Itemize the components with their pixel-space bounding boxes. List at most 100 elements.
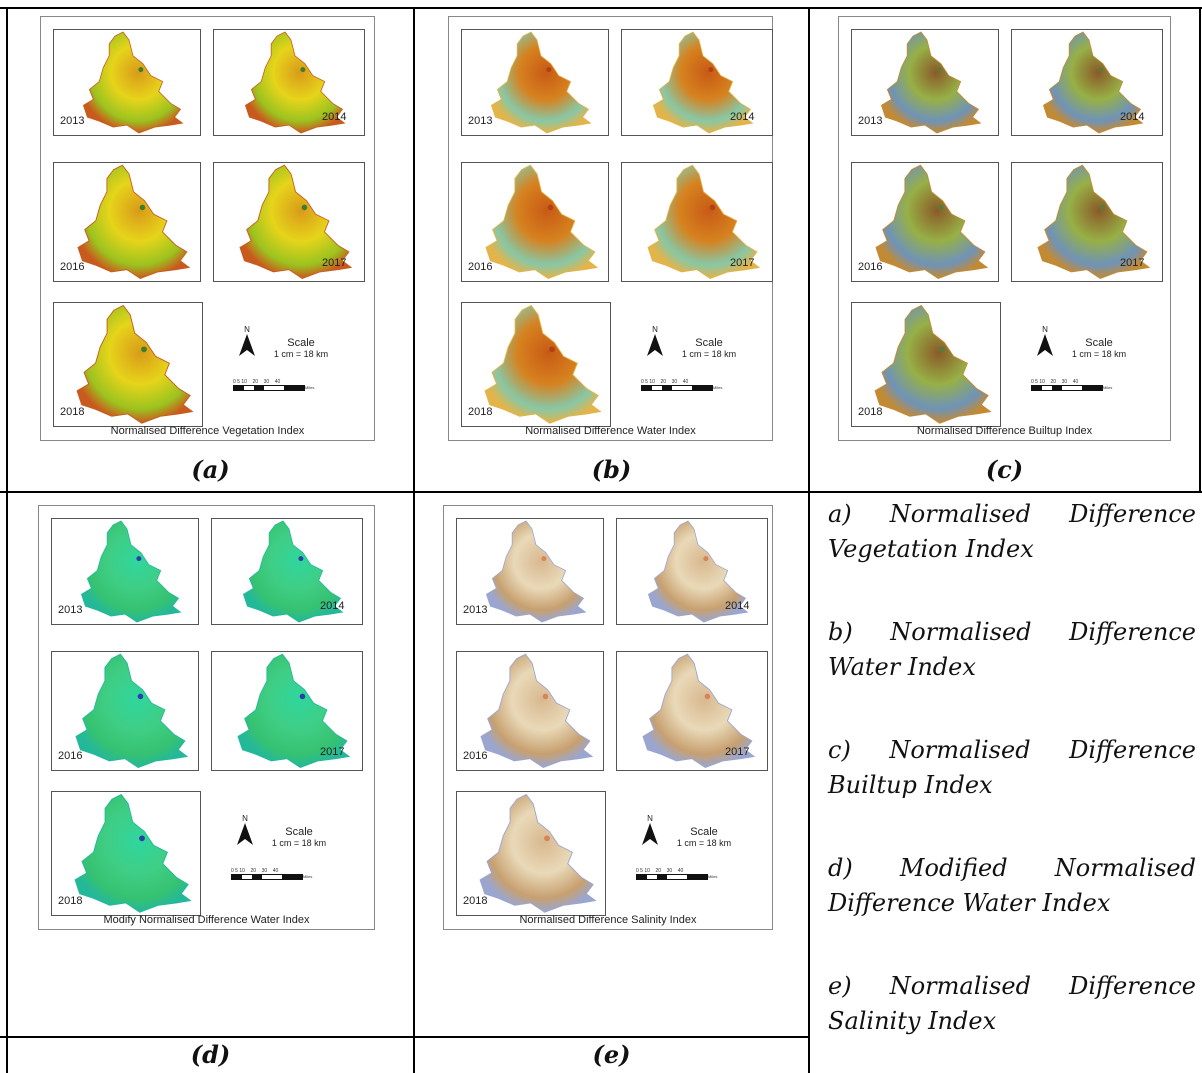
water-body-spot — [703, 556, 709, 562]
map-b-2014: 2014 — [621, 29, 773, 136]
map-a-2013: 2013 — [53, 29, 201, 136]
year-label: 2013 — [58, 604, 83, 616]
district-map-shape — [1037, 164, 1151, 280]
water-body-spot — [936, 67, 942, 73]
north-arrow-icon: N — [642, 814, 658, 847]
table-top-border — [0, 7, 1202, 9]
panel-title: Normalised Difference Salinity Index — [519, 914, 697, 926]
scale-unit: Miles — [305, 385, 315, 390]
scale-label: Scale — [690, 826, 718, 838]
panel-title: Normalised Difference Water Index — [525, 425, 696, 437]
panel-title: Normalised Difference Vegetation Index — [110, 425, 305, 437]
panel-title: Modify Normalised Difference Water Index — [103, 914, 310, 926]
district-map-shape — [242, 520, 344, 623]
year-label: 2014 — [730, 111, 755, 123]
year-label: 2017 — [1120, 257, 1145, 269]
scale-block: Scale 1 cm = 18 km — [261, 337, 341, 359]
north-arrow-icon: N — [1037, 325, 1053, 358]
year-label: 2017 — [730, 257, 755, 269]
water-body-spot — [547, 204, 554, 211]
north-label: N — [242, 814, 248, 823]
scale-ratio: 1 cm = 18 km — [681, 349, 737, 359]
map-b-2013: 2013 — [461, 29, 609, 136]
map-e-2013: 2013 — [456, 518, 604, 625]
district-map-shape — [652, 31, 754, 134]
map-d-2014: 2014 — [211, 518, 363, 625]
map-c-2017: 2017 — [1011, 162, 1163, 282]
scale-label: Scale — [285, 826, 313, 838]
district-map-shape — [485, 164, 599, 280]
caption-b: (b) — [591, 455, 632, 484]
year-label: 2017 — [725, 746, 750, 758]
scale-ratio: 1 cm = 18 km — [271, 838, 327, 848]
water-body-spot — [704, 693, 711, 700]
water-body-spot — [708, 67, 714, 73]
water-body-spot — [138, 67, 144, 73]
year-label: 2016 — [468, 261, 493, 273]
year-label: 2018 — [463, 895, 488, 907]
north-label: N — [244, 325, 250, 334]
water-body-spot — [139, 835, 145, 842]
scale-ticks: 0 5 10 20 30 40 — [641, 379, 689, 385]
panel-ndvi: 2013 2014 2016 2017 2018 N Scale 1 cm = 18 km 0 … — [40, 16, 375, 441]
year-label: 2017 — [322, 257, 347, 269]
scale-label: Scale — [695, 337, 723, 349]
district-map-shape — [642, 653, 756, 769]
map-d-2016: 2016 — [51, 651, 199, 771]
water-body-spot — [549, 346, 555, 353]
panel-title: Normalised Difference Builtup Index — [916, 425, 1093, 437]
map-d-2018: 2018 — [51, 791, 201, 916]
map-b-2018: 2018 — [461, 302, 611, 427]
map-a-2016: 2016 — [53, 162, 201, 282]
north-label: N — [1042, 325, 1048, 334]
table-row-border — [0, 491, 1202, 493]
year-label: 2013 — [468, 115, 493, 127]
map-c-2018: 2018 — [851, 302, 1001, 427]
district-map-shape — [237, 653, 351, 769]
water-body-spot — [300, 67, 306, 73]
year-label: 2018 — [468, 406, 493, 418]
year-label: 2018 — [58, 895, 83, 907]
legend-item-b: b) Normalised Difference Water Index — [828, 618, 1196, 681]
district-map-shape — [76, 304, 194, 424]
scale-block: Scale 1 cm = 18 km — [1059, 337, 1139, 359]
water-body-spot — [541, 556, 547, 562]
north-label: N — [652, 325, 658, 334]
scale-label: Scale — [1085, 337, 1113, 349]
scale-block: Scale 1 cm = 18 km — [669, 337, 749, 359]
panel-mndwi: 2013 2014 2016 2017 2018 N Scale 1 cm = 18 km 0 … — [38, 505, 375, 930]
water-body-spot — [1099, 204, 1106, 211]
district-map-shape — [490, 31, 592, 134]
district-map-shape — [75, 653, 189, 769]
water-body-spot — [136, 556, 142, 562]
map-e-2016: 2016 — [456, 651, 604, 771]
legend-item-d: d) Modified Normalised Difference Water … — [828, 854, 1196, 917]
year-label: 2016 — [58, 750, 83, 762]
caption-d: (d) — [190, 1040, 231, 1069]
scale-label: Scale — [287, 337, 315, 349]
water-body-spot — [546, 67, 552, 73]
scale-ticks: 0 5 10 20 30 40 — [636, 868, 684, 874]
water-body-spot — [709, 204, 716, 211]
district-map-shape — [485, 520, 587, 623]
scale-bar: 0 5 10 20 30 40 Miles — [636, 868, 726, 884]
year-label: 2014 — [1120, 111, 1145, 123]
map-d-2013: 2013 — [51, 518, 199, 625]
panel-ndsi: 2013 2014 2016 2017 2018 N Scale 1 cm = 18 km 0 … — [443, 505, 773, 930]
year-label: 2014 — [725, 600, 750, 612]
district-map-shape — [647, 520, 749, 623]
scale-ticks: 0 5 10 20 30 40 — [233, 379, 281, 385]
district-map-shape — [77, 164, 191, 280]
caption-e: (e) — [592, 1040, 631, 1069]
legend-list: a) Normalised Difference Vegetation Inde… — [828, 497, 1196, 1039]
map-c-2014: 2014 — [1011, 29, 1163, 136]
scale-ticks: 0 5 10 20 30 40 — [231, 868, 279, 874]
map-a-2017: 2017 — [213, 162, 365, 282]
water-body-spot — [139, 204, 146, 211]
north-arrow-icon: N — [647, 325, 663, 358]
legend-item-c: c) Normalised Difference Builtup Index — [828, 736, 1196, 799]
year-label: 2013 — [858, 115, 883, 127]
district-map-shape — [479, 793, 597, 913]
district-map-shape — [80, 520, 182, 623]
